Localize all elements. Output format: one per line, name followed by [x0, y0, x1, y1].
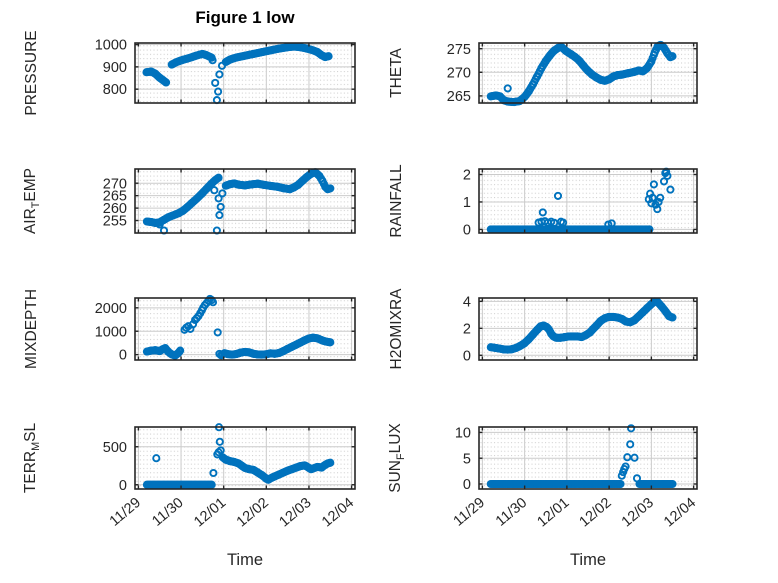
y-tick-label: 255: [103, 214, 127, 230]
y-tick-label: 5: [463, 451, 471, 467]
ylabel-air_temp: AIRTEMP: [21, 167, 43, 235]
minor-grid: [136, 428, 354, 488]
x-tick-label: 12/03: [619, 495, 657, 531]
subplot-h2omixra: 0 2 4: [463, 294, 698, 364]
y-tick-label: 0: [463, 477, 471, 493]
ylabel-mixdepth: MIXDEPTH: [23, 288, 40, 370]
tick-marks: [479, 298, 697, 360]
y-tick-label: 800: [103, 82, 127, 98]
tick-marks: [135, 43, 355, 103]
axes-box: [134, 426, 356, 490]
series-theta: [486, 40, 677, 107]
series-air_temp: [142, 168, 335, 235]
ylabel-theta: THETA: [388, 48, 405, 98]
x-axis-label-left: Time: [226, 551, 264, 569]
tick-marks: [135, 427, 355, 489]
y-tick-label: 1000: [95, 324, 127, 340]
subplot-mixdepth: 0 1000 2000: [95, 294, 356, 364]
minor-grid: [480, 170, 696, 232]
subplot-terr_msl: 0 500 11/29 11/30 12/01 12/02 12/03 12/04: [103, 423, 357, 530]
y-tick-label: 275: [447, 42, 471, 58]
series-h2omixra: [486, 297, 677, 354]
y-tick-label: 2: [463, 168, 471, 184]
x-tick-label: 12/04: [661, 495, 699, 531]
y-tick-label: 0: [463, 223, 471, 239]
series-mixdepth: [142, 294, 335, 360]
y-tick-label: 260: [103, 201, 127, 217]
tick-marks: [135, 169, 355, 233]
axes-box: [478, 42, 698, 104]
x-tick-label: 12/01: [534, 495, 572, 531]
y-tick-label: 265: [103, 189, 127, 205]
major-grid: [479, 43, 697, 103]
ylabel-pressure: PRESSURE: [23, 30, 40, 116]
tick-marks: [479, 43, 697, 103]
x-tick-label: 12/01: [191, 495, 229, 531]
x-tick-label: 11/30: [493, 495, 530, 530]
y-tick-label: 1: [463, 195, 471, 211]
series-terr_msl: [142, 423, 335, 489]
y-tick-label: 1000: [95, 38, 127, 54]
y-tick-label: 4: [463, 294, 471, 310]
y-tick-label: 2000: [95, 301, 127, 317]
ylabel-rainfall: RAINFALL: [388, 164, 405, 238]
subplot-rainfall: 0 1 2: [463, 168, 698, 239]
series-pressure: [142, 42, 333, 105]
y-tick-label: 900: [103, 60, 127, 76]
subplot-sun_flux: 0 5 10 11/29 11/30 12/01 12/02 12/03 12/04: [451, 424, 699, 530]
x-axis-label-right: Time: [569, 551, 607, 569]
tick-marks: [135, 298, 355, 360]
x-tick-label: 12/02: [577, 495, 615, 531]
y-tick-label: 270: [447, 65, 471, 81]
axes-box: [478, 168, 698, 234]
y-tick-label: 10: [455, 425, 471, 441]
tick-marks: [479, 427, 697, 489]
y-tick-label: 2: [463, 321, 471, 337]
y-tick-label: 265: [447, 89, 471, 105]
tick-marks: [479, 169, 697, 233]
y-tick-label: 0: [463, 348, 471, 364]
axes-box: [134, 297, 356, 361]
axes-box: [134, 42, 356, 104]
figure-title: Figure 1 low: [195, 8, 295, 27]
x-tick-label: 11/29: [107, 495, 144, 530]
y-tick-label: 0: [119, 478, 127, 494]
y-tick-label: 270: [103, 176, 127, 192]
major-grid: [135, 169, 355, 233]
ylabel-terr_msl: TERRMSL: [21, 422, 43, 494]
x-tick-label: 12/04: [319, 495, 357, 531]
x-tick-label: 12/02: [234, 495, 272, 531]
subplot-pressure: 800 900 1000: [95, 38, 356, 105]
y-tick-label: 500: [103, 440, 127, 456]
x-tick-label: 11/29: [451, 495, 488, 530]
y-tick-label: 0: [119, 348, 127, 364]
x-tick-label: 11/30: [149, 495, 186, 530]
axes-box: [134, 168, 356, 234]
x-tick-label: 12/03: [276, 495, 314, 531]
ylabel-sun_flux: SUNFLUX: [386, 423, 408, 493]
subplot-theta: 265 270 275: [447, 40, 698, 107]
series-sun_flux: [486, 424, 677, 489]
ylabel-h2omixra: H2OMIXRA: [388, 288, 405, 370]
